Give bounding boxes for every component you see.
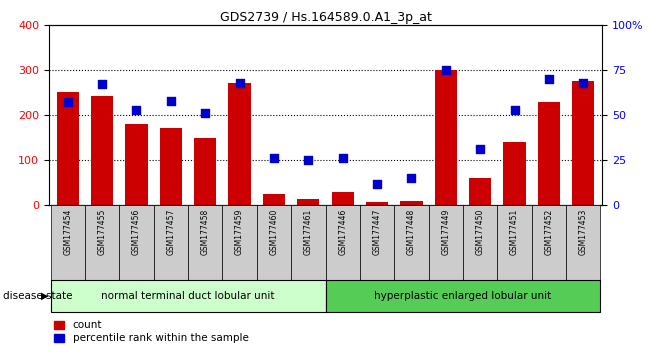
Bar (291, 205, 326, 280)
Text: normal terminal duct lobular unit: normal terminal duct lobular unit (102, 291, 275, 301)
Point (337, 155, 348, 161)
Bar (326, 205, 360, 280)
Text: GSM177448: GSM177448 (407, 209, 416, 255)
Bar (566, 205, 600, 280)
Legend: count, percentile rank within the sample: count, percentile rank within the sample (54, 320, 249, 343)
Point (132, 107, 142, 113)
Bar (85, 205, 119, 280)
Text: GSM177457: GSM177457 (167, 209, 175, 256)
Point (269, 155, 279, 161)
Text: GSM177450: GSM177450 (476, 209, 484, 256)
Bar (366, 202, 388, 205)
Bar (463, 205, 497, 280)
Bar (400, 201, 422, 205)
Text: GSM177453: GSM177453 (579, 209, 588, 256)
Text: GSM177454: GSM177454 (63, 209, 72, 256)
Bar (223, 205, 256, 280)
Bar (532, 205, 566, 280)
Point (165, 98, 176, 103)
Text: GSM177461: GSM177461 (304, 209, 313, 255)
Point (544, 76, 554, 82)
Bar (256, 205, 291, 280)
Bar (263, 194, 285, 205)
Text: GSM177458: GSM177458 (201, 209, 210, 255)
Point (200, 110, 210, 116)
Bar (331, 192, 354, 205)
Bar (435, 70, 457, 205)
Text: hyperplastic enlarged lobular unit: hyperplastic enlarged lobular unit (374, 291, 551, 301)
Point (475, 147, 486, 152)
Text: GSM177451: GSM177451 (510, 209, 519, 255)
Point (234, 80, 245, 85)
Bar (119, 205, 154, 280)
Text: ▶: ▶ (40, 291, 48, 301)
Bar (360, 205, 395, 280)
Text: GSM177446: GSM177446 (338, 209, 347, 256)
Text: GSM177447: GSM177447 (372, 209, 381, 256)
Bar (194, 138, 216, 205)
Bar (503, 142, 526, 205)
Bar (159, 128, 182, 205)
Point (372, 181, 382, 187)
Bar (51, 280, 326, 312)
Text: GSM177459: GSM177459 (235, 209, 244, 256)
Point (303, 157, 314, 163)
Bar (497, 205, 532, 280)
Bar (297, 199, 320, 205)
Bar (188, 205, 223, 280)
Text: GSM177452: GSM177452 (544, 209, 553, 255)
Point (62, 99, 73, 105)
Text: GSM177449: GSM177449 (441, 209, 450, 256)
Title: GDS2739 / Hs.164589.0.A1_3p_at: GDS2739 / Hs.164589.0.A1_3p_at (219, 11, 432, 24)
Point (509, 107, 519, 113)
Point (97, 81, 107, 87)
Bar (91, 96, 113, 205)
Text: GSM177456: GSM177456 (132, 209, 141, 256)
Bar (538, 102, 560, 205)
Bar (326, 280, 600, 312)
Bar (428, 205, 463, 280)
Point (406, 176, 417, 181)
Text: disease state: disease state (3, 291, 73, 301)
Point (441, 67, 451, 73)
Text: GSM177455: GSM177455 (98, 209, 107, 256)
Bar (572, 81, 594, 205)
Bar (395, 205, 428, 280)
Bar (229, 84, 251, 205)
Bar (154, 205, 188, 280)
Bar (57, 92, 79, 205)
Bar (51, 205, 85, 280)
Text: GSM177460: GSM177460 (270, 209, 279, 256)
Point (578, 80, 589, 85)
Bar (125, 124, 148, 205)
Bar (469, 178, 492, 205)
